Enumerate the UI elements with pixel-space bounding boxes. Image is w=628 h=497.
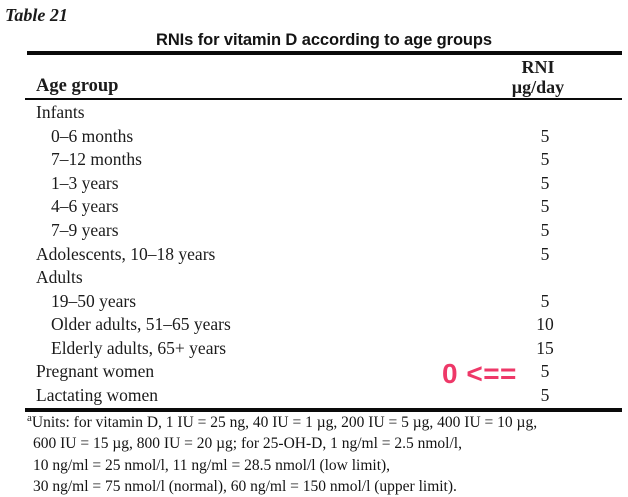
row-value: 15 [536,337,554,358]
row-label: Pregnant women [36,361,155,382]
table-title: RNIs for vitamin D according to age grou… [156,31,492,49]
row-value: 5 [540,243,550,264]
table-row-19-50-years: 19–50 years 5 [26,289,622,313]
table-footnote: aUnits: for vitamin D, 1 IU = 25 ng, 40 … [27,412,623,497]
column-header-rni-unit: µg/day [511,77,565,97]
row-value: 5 [540,149,550,170]
table-row-0-6-months: 0–6 months 5 [26,125,622,149]
row-label: Adults [36,267,83,288]
row-value: 5 [540,384,550,405]
table-row-lactating-women: Lactating women 5 [26,384,622,408]
footnote-line: aUnits: for vitamin D, 1 IU = 25 ng, 40 … [27,412,623,433]
row-value: 5 [540,361,550,382]
footnote-text: 10 ng/ml = 25 nmol/l, 11 ng/ml = 28.5 nm… [33,456,391,474]
table-row-1-3-years: 1–3 years 5 [26,172,622,196]
table-number-label: Table 21 [5,5,68,25]
footnote-line: 10 ng/ml = 25 nmol/l, 11 ng/ml = 28.5 nm… [33,455,623,476]
table-row-pregnant-women: Pregnant women 5 [26,360,622,384]
row-value: 5 [540,196,550,217]
row-value: 10 [536,314,554,335]
footnote-text: 30 ng/ml = 75 nmol/l (normal), 60 ng/ml … [33,477,457,495]
table-row-4-6-years: 4–6 years 5 [26,195,622,219]
top-rule-divider [27,51,622,55]
row-label: Adolescents, 10–18 years [36,243,216,264]
table-row-infants: Infants [26,101,622,125]
footnote-marker: a [27,411,32,424]
row-label: Elderly adults, 65+ years [51,337,227,358]
table-row-adults: Adults [26,266,622,290]
row-label: 1–3 years [51,172,119,193]
row-label: 19–50 years [51,290,137,311]
row-label: Older adults, 51–65 years [51,314,231,335]
table-row-older-adults: Older adults, 51–65 years 10 [26,313,622,337]
footnote-text: 600 IU = 15 µg, 800 IU = 20 µg; for 25-O… [33,435,462,453]
footnote-line: 600 IU = 15 µg, 800 IU = 20 µg; for 25-O… [33,433,623,454]
table-row-7-9-years: 7–9 years 5 [26,219,622,243]
row-label: 0–6 months [51,125,134,146]
highlight-arrow-annotation: 0 <== [442,358,517,389]
footnote-text: Units: for vitamin D, 1 IU = 25 ng, 40 I… [31,414,538,431]
column-header-age-group: Age group [36,76,119,96]
header-rule-divider [25,98,622,100]
row-value: 5 [540,290,550,311]
table-body: Infants 0–6 months 5 7–12 months 5 1–3 y… [26,101,622,407]
row-label: Lactating women [36,384,158,405]
footnote-line: 30 ng/ml = 75 nmol/l (normal), 60 ng/ml … [33,476,623,497]
row-label: 4–6 years [51,196,119,217]
table-row-7-12-months: 7–12 months 5 [26,148,622,172]
row-value: 5 [540,220,550,240]
column-header-rni: RNI [521,57,555,77]
row-label: 7–9 years [51,220,119,240]
table-row-adolescents: Adolescents, 10–18 years 5 [26,242,622,266]
table-row-elderly-adults: Elderly adults, 65+ years 15 [26,336,622,360]
row-value: 5 [540,125,550,146]
row-value: 5 [540,172,550,193]
row-label: 7–12 months [51,149,142,170]
row-label: Infants [36,102,85,123]
bottom-rule-divider [25,408,622,412]
